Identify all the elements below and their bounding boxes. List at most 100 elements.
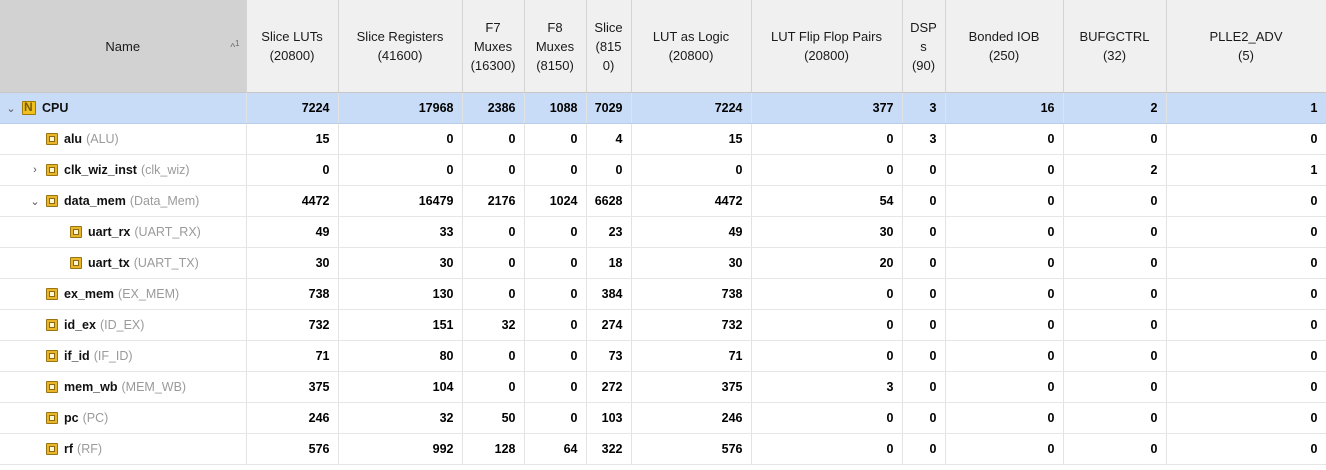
table-row[interactable]: uart_rx (UART_RX) 49 33 0 0 23 49 30 0 0 0 0: [0, 216, 1326, 248]
module-icon: [46, 381, 58, 393]
hierarchy-name-cell[interactable]: alu (ALU): [0, 123, 247, 155]
collapse-chevron-icon[interactable]: ⌄: [6, 102, 16, 115]
hierarchy-name-cell[interactable]: uart_tx (UART_TX): [0, 247, 247, 279]
hierarchy-name-cell[interactable]: ⌄ data_mem (Data_Mem): [0, 185, 247, 217]
value-cell: 3: [751, 371, 903, 403]
column-header-name[interactable]: Name ^1: [0, 0, 247, 93]
column-header[interactable]: Slice LUTs (20800): [246, 0, 339, 93]
value-cell: 0: [902, 309, 946, 341]
collapse-chevron-icon[interactable]: ⌄: [30, 195, 40, 208]
value-cell: 71: [246, 340, 339, 372]
instance-name: alu: [64, 132, 83, 146]
module-type: (IF_ID): [93, 349, 133, 363]
value-cell: 33: [338, 216, 463, 248]
instance-name: rf: [64, 442, 74, 456]
value-cell: 23: [586, 216, 632, 248]
table-row[interactable]: if_id (IF_ID) 71 80 0 0 73 71 0 0 0 0 0: [0, 340, 1326, 372]
value-cell: 30: [751, 216, 903, 248]
value-cell: 0: [902, 340, 946, 372]
module-type: (MEM_WB): [121, 380, 187, 394]
table-row[interactable]: › clk_wiz_inst (clk_wiz) 0 0 0 0 0 0 0 0 0 2 1: [0, 154, 1326, 186]
table-row[interactable]: alu (ALU) 15 0 0 0 4 15 0 3 0 0 0: [0, 123, 1326, 155]
column-header[interactable]: F8 Muxes (8150): [524, 0, 587, 93]
column-header[interactable]: DSP s (90): [902, 0, 946, 93]
module-icon: [46, 319, 58, 331]
value-cell: 246: [246, 402, 339, 434]
value-cell: 0: [902, 247, 946, 279]
table-row[interactable]: uart_tx (UART_TX) 30 30 0 0 18 30 20 0 0 0 0: [0, 247, 1326, 279]
header-row: Name ^1 Slice LUTs (20800) Slice Registers …: [0, 0, 1326, 93]
sort-arrow: ^: [230, 42, 236, 54]
value-cell: 992: [338, 433, 463, 465]
hierarchy-name-cell[interactable]: pc (PC): [0, 402, 247, 434]
value-cell: 49: [246, 216, 339, 248]
hierarchy-name-cell[interactable]: uart_rx (UART_RX): [0, 216, 247, 248]
value-cell: 0: [902, 278, 946, 310]
value-cell: 0: [1166, 433, 1326, 465]
value-cell: 16: [945, 92, 1064, 124]
instance-name: mem_wb: [64, 380, 118, 394]
table-row[interactable]: mem_wb (MEM_WB) 375 104 0 0 272 375 3 0 0 0 0: [0, 371, 1326, 403]
module-type: (ALU): [86, 132, 119, 146]
module-icon: [46, 350, 58, 362]
column-header[interactable]: F7 Muxes (16300): [462, 0, 525, 93]
value-cell: 0: [945, 278, 1064, 310]
value-cell: 7029: [586, 92, 632, 124]
value-cell: 0: [902, 185, 946, 217]
top-module-icon: [22, 100, 36, 115]
value-cell: 738: [246, 278, 339, 310]
module-type: (clk_wiz): [140, 163, 190, 177]
table-row[interactable]: ex_mem (EX_MEM) 738 130 0 0 384 738 0 0 0 0 0: [0, 278, 1326, 310]
hierarchy-name-cell[interactable]: id_ex (ID_EX): [0, 309, 247, 341]
name-cell-content: mem_wb (MEM_WB): [0, 372, 238, 402]
module-type: (UART_TX): [133, 256, 199, 270]
value-cell: 0: [1063, 433, 1167, 465]
value-cell: 0: [1166, 309, 1326, 341]
column-header-label: F8 Muxes (8150): [535, 19, 575, 73]
value-cell: 0: [751, 402, 903, 434]
value-cell: 0: [945, 433, 1064, 465]
hierarchy-name-cell[interactable]: rf (RF): [0, 433, 247, 465]
column-header[interactable]: Slice Registers (41600): [338, 0, 463, 93]
value-cell: 0: [1063, 278, 1167, 310]
column-header-label: LUT Flip Flop Pairs (20800): [770, 29, 882, 63]
value-cell: 0: [902, 154, 946, 186]
table-row[interactable]: rf (RF) 576 992 128 64 322 576 0 0 0 0 0: [0, 433, 1326, 465]
module-icon: [70, 226, 82, 238]
value-cell: 80: [338, 340, 463, 372]
sort-ascending-icon[interactable]: ^1: [230, 34, 239, 57]
instance-name: if_id: [64, 349, 90, 363]
table-row[interactable]: ⌄ data_mem (Data_Mem) 4472 16479 2176 1024 6628…: [0, 185, 1326, 217]
value-cell: 0: [462, 371, 525, 403]
value-cell: 4472: [246, 185, 339, 217]
expand-chevron-icon[interactable]: ›: [33, 164, 37, 176]
value-cell: 0: [1063, 402, 1167, 434]
value-cell: 1088: [524, 92, 587, 124]
instance-name: id_ex: [64, 318, 96, 332]
value-cell: 0: [751, 123, 903, 155]
module-icon: [70, 257, 82, 269]
column-header[interactable]: Bonded IOB (250): [945, 0, 1064, 93]
value-cell: 0: [338, 123, 463, 155]
hierarchy-name-cell[interactable]: if_id (IF_ID): [0, 340, 247, 372]
value-cell: 0: [1063, 371, 1167, 403]
column-header[interactable]: LUT as Logic (20800): [631, 0, 752, 93]
column-header[interactable]: LUT Flip Flop Pairs (20800): [751, 0, 903, 93]
value-cell: 322: [586, 433, 632, 465]
name-cell-content: ⌄ CPU: [0, 93, 238, 123]
table-row[interactable]: pc (PC) 246 32 50 0 103 246 0 0 0 0 0: [0, 402, 1326, 434]
hierarchy-name-cell[interactable]: ⌄ CPU: [0, 92, 247, 124]
column-header[interactable]: PLLE2_ADV (5): [1166, 0, 1326, 93]
column-header[interactable]: Slice (815 0): [586, 0, 632, 93]
hierarchy-name-cell[interactable]: › clk_wiz_inst (clk_wiz): [0, 154, 247, 186]
column-header-label: Name: [105, 38, 141, 54]
instance-name: uart_rx: [88, 225, 131, 239]
table-row[interactable]: id_ex (ID_EX) 732 151 32 0 274 732 0 0 0 0 0: [0, 309, 1326, 341]
hierarchy-name-cell[interactable]: mem_wb (MEM_WB): [0, 371, 247, 403]
column-header[interactable]: BUFGCTRL (32): [1063, 0, 1167, 93]
hierarchy-name-cell[interactable]: ex_mem (EX_MEM): [0, 278, 247, 310]
value-cell: 128: [462, 433, 525, 465]
value-cell: 0: [524, 309, 587, 341]
value-cell: 0: [945, 309, 1064, 341]
